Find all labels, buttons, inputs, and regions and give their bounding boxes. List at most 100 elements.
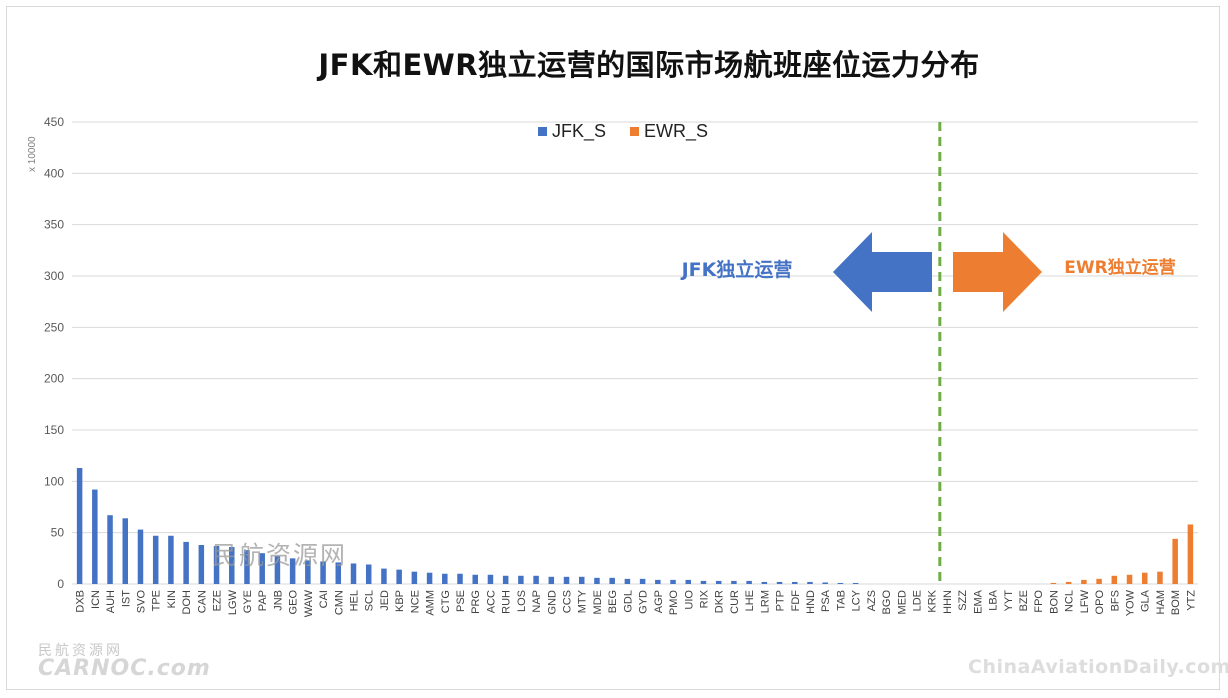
jfk-bar-agp [655, 579, 661, 584]
carnoc-logo-en: CARNOC.com [38, 656, 211, 681]
x-tick-label: MTY [577, 589, 589, 613]
y-tick-label: 200 [44, 372, 64, 386]
x-tick-label: HND [805, 590, 817, 614]
x-tick-label: HEL [349, 590, 361, 611]
x-tick-label: EZE [212, 590, 224, 611]
jfk-bar-doh [183, 541, 189, 584]
y-tick-label: 150 [44, 423, 64, 437]
jfk-annotation: JFK独立运营 [680, 258, 793, 281]
x-tick-label: OPO [1094, 590, 1106, 615]
x-tick-label: KIN [166, 590, 178, 608]
y-unit-label: x 10000 [27, 136, 38, 172]
ewr-bar-bfs [1111, 575, 1118, 584]
x-tick-label: JED [379, 590, 391, 611]
right-arrow-icon [953, 232, 1042, 312]
x-tick-label: JNB [272, 590, 284, 611]
x-tick-label: RUH [501, 590, 513, 614]
x-tick-label: GND [546, 590, 558, 615]
left-arrow-icon [833, 232, 932, 312]
y-tick-label: 50 [51, 526, 65, 540]
jfk-bar-jnb [274, 556, 281, 584]
x-tick-label: UIO [683, 590, 695, 610]
x-tick-label: WAW [303, 589, 315, 617]
x-tick-label: ICN [90, 590, 102, 609]
x-tick-label: LDE [912, 590, 924, 611]
jfk-bar-lcy [852, 582, 859, 584]
y-tick-label: 350 [44, 218, 64, 232]
jfk-bar-gdl [624, 578, 631, 584]
y-tick-label: 100 [44, 474, 64, 488]
ewr-bar-ytz [1187, 524, 1194, 584]
chart-title: JFK和EWR独立运营的国际市场航班座位运力分布 [318, 48, 980, 82]
carnoc-logo-cn: 民航资源网 [38, 643, 123, 659]
x-tick-label: YOW [1125, 589, 1137, 616]
x-tick-label: YTZ [1185, 590, 1197, 611]
x-tick-label: BFS [1109, 590, 1121, 611]
x-tick-label: CCS [562, 590, 574, 613]
x-tick-label: BEG [607, 590, 619, 613]
jfk-bar-scl [365, 564, 372, 584]
jfk-bar-hel [350, 563, 357, 584]
jfk-bar-auh [107, 515, 113, 584]
jfk-bar-kin [168, 535, 174, 584]
jfk-bar-hnd [807, 581, 813, 584]
x-tick-label: MED [896, 590, 908, 615]
jfk-bar-ruh [502, 575, 509, 584]
jfk-bar-ptp [776, 581, 783, 584]
x-tick-label: SVO [135, 590, 147, 614]
jfk-bar-jed [381, 568, 387, 584]
x-tick-label: PSA [820, 589, 832, 612]
y-tick-label: 400 [44, 166, 64, 180]
x-tick-label: LCY [851, 589, 863, 611]
ewr-annotation: EWR独立运营 [1064, 257, 1175, 278]
x-tick-label: LBA [988, 589, 1000, 610]
x-tick-label: NCL [1064, 590, 1076, 612]
x-tick-label: HHN [942, 590, 954, 614]
x-tick-label: CMN [333, 590, 345, 615]
x-tick-label: AMM [425, 590, 437, 616]
jfk-bar-svo [137, 529, 144, 584]
x-tick-label: PSE [455, 590, 467, 612]
x-tick-label: IST [120, 590, 132, 607]
watermark-chinaaviationdaily: ChinaAviationDaily.com [968, 656, 1228, 678]
jfk-bar-pap [259, 553, 265, 584]
jfk-bar-ccs [563, 576, 570, 584]
x-tick-label: ACC [485, 590, 497, 613]
ewr-bar-bom [1172, 538, 1178, 584]
watermark-center: 民航资源网 [212, 541, 348, 570]
ewr-bar-yow [1126, 574, 1133, 584]
x-tick-label: KBP [394, 590, 406, 612]
x-tick-label: CUR [729, 590, 741, 614]
jfk-bar-eze [213, 546, 220, 584]
jfk-bar-prg [472, 574, 478, 584]
y-tick-label: 250 [44, 320, 64, 334]
x-tick-label: GEO [288, 590, 300, 615]
x-tick-label: YYT [1003, 590, 1015, 612]
jfk-bar-waw [305, 560, 311, 584]
jfk-bar-lrm [761, 581, 768, 584]
x-tick-label: PAP [257, 590, 269, 611]
ewr-bar-ncl [1065, 581, 1072, 584]
x-tick-label: GYE [242, 590, 254, 613]
x-tick-label: BOM [1170, 590, 1182, 615]
x-tick-label: CAN [196, 590, 208, 613]
ewr-bar-opo [1096, 578, 1102, 584]
x-tick-label: CAI [318, 590, 330, 608]
x-tick-label: CTG [440, 590, 452, 613]
jfk-bar-rix [700, 580, 707, 584]
x-tick-label: LFW [1079, 589, 1091, 613]
chart-frame [6, 6, 1220, 690]
x-tick-label: NCE [409, 590, 421, 613]
jfk-bar-acc [487, 574, 494, 584]
x-tick-label: LGW [227, 589, 239, 615]
x-tick-label: DOH [181, 590, 193, 615]
jfk-bar-fdf [792, 581, 798, 584]
x-tick-label: LOS [516, 590, 528, 612]
x-tick-label: KRK [927, 589, 939, 612]
x-tick-label: LRM [759, 590, 771, 613]
jfk-bar-cur [731, 580, 737, 584]
jfk-bar-amm [426, 572, 433, 584]
jfk-bar-los [518, 575, 524, 584]
jfk-bar-kbp [396, 569, 402, 584]
y-tick-label: 0 [57, 577, 64, 591]
